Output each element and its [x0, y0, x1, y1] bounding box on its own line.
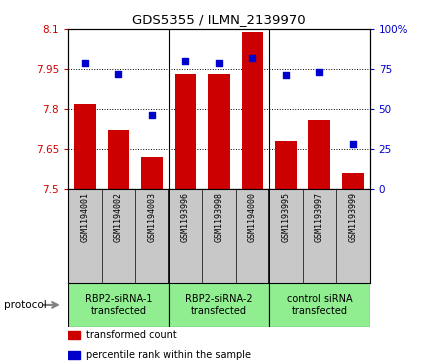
Bar: [242, 32, 263, 189]
Text: GSM1194002: GSM1194002: [114, 192, 123, 242]
Text: protocol: protocol: [4, 300, 47, 310]
Bar: [175, 74, 196, 189]
Text: GSM1194003: GSM1194003: [147, 192, 157, 242]
Text: GSM1193996: GSM1193996: [181, 192, 190, 242]
Bar: [269, 283, 370, 327]
Point: [349, 141, 356, 147]
Point: [282, 73, 290, 78]
Bar: [208, 74, 230, 189]
Point: [182, 58, 189, 64]
Bar: [68, 351, 80, 359]
Text: RBP2-siRNA-2
transfected: RBP2-siRNA-2 transfected: [185, 294, 253, 316]
Text: RBP2-siRNA-1
transfected: RBP2-siRNA-1 transfected: [84, 294, 152, 316]
Text: GSM1193998: GSM1193998: [214, 192, 224, 242]
Point: [115, 71, 122, 77]
Bar: [107, 130, 129, 189]
Text: GSM1194001: GSM1194001: [81, 192, 89, 242]
Text: control siRNA
transfected: control siRNA transfected: [286, 294, 352, 316]
Bar: [308, 119, 330, 189]
Bar: [68, 283, 169, 327]
Bar: [74, 103, 96, 189]
Title: GDS5355 / ILMN_2139970: GDS5355 / ILMN_2139970: [132, 13, 306, 26]
Point: [148, 113, 155, 118]
Text: GSM1194000: GSM1194000: [248, 192, 257, 242]
Text: GSM1193995: GSM1193995: [281, 192, 290, 242]
Point: [81, 60, 88, 65]
Bar: [169, 283, 269, 327]
Bar: [342, 173, 364, 189]
Bar: [275, 141, 297, 189]
Bar: [141, 157, 163, 189]
Point: [216, 60, 223, 65]
Bar: [68, 331, 80, 339]
Text: percentile rank within the sample: percentile rank within the sample: [86, 350, 251, 360]
Text: GSM1193999: GSM1193999: [348, 192, 357, 242]
Point: [249, 55, 256, 61]
Point: [316, 69, 323, 75]
Text: transformed count: transformed count: [86, 330, 177, 340]
Text: GSM1193997: GSM1193997: [315, 192, 324, 242]
